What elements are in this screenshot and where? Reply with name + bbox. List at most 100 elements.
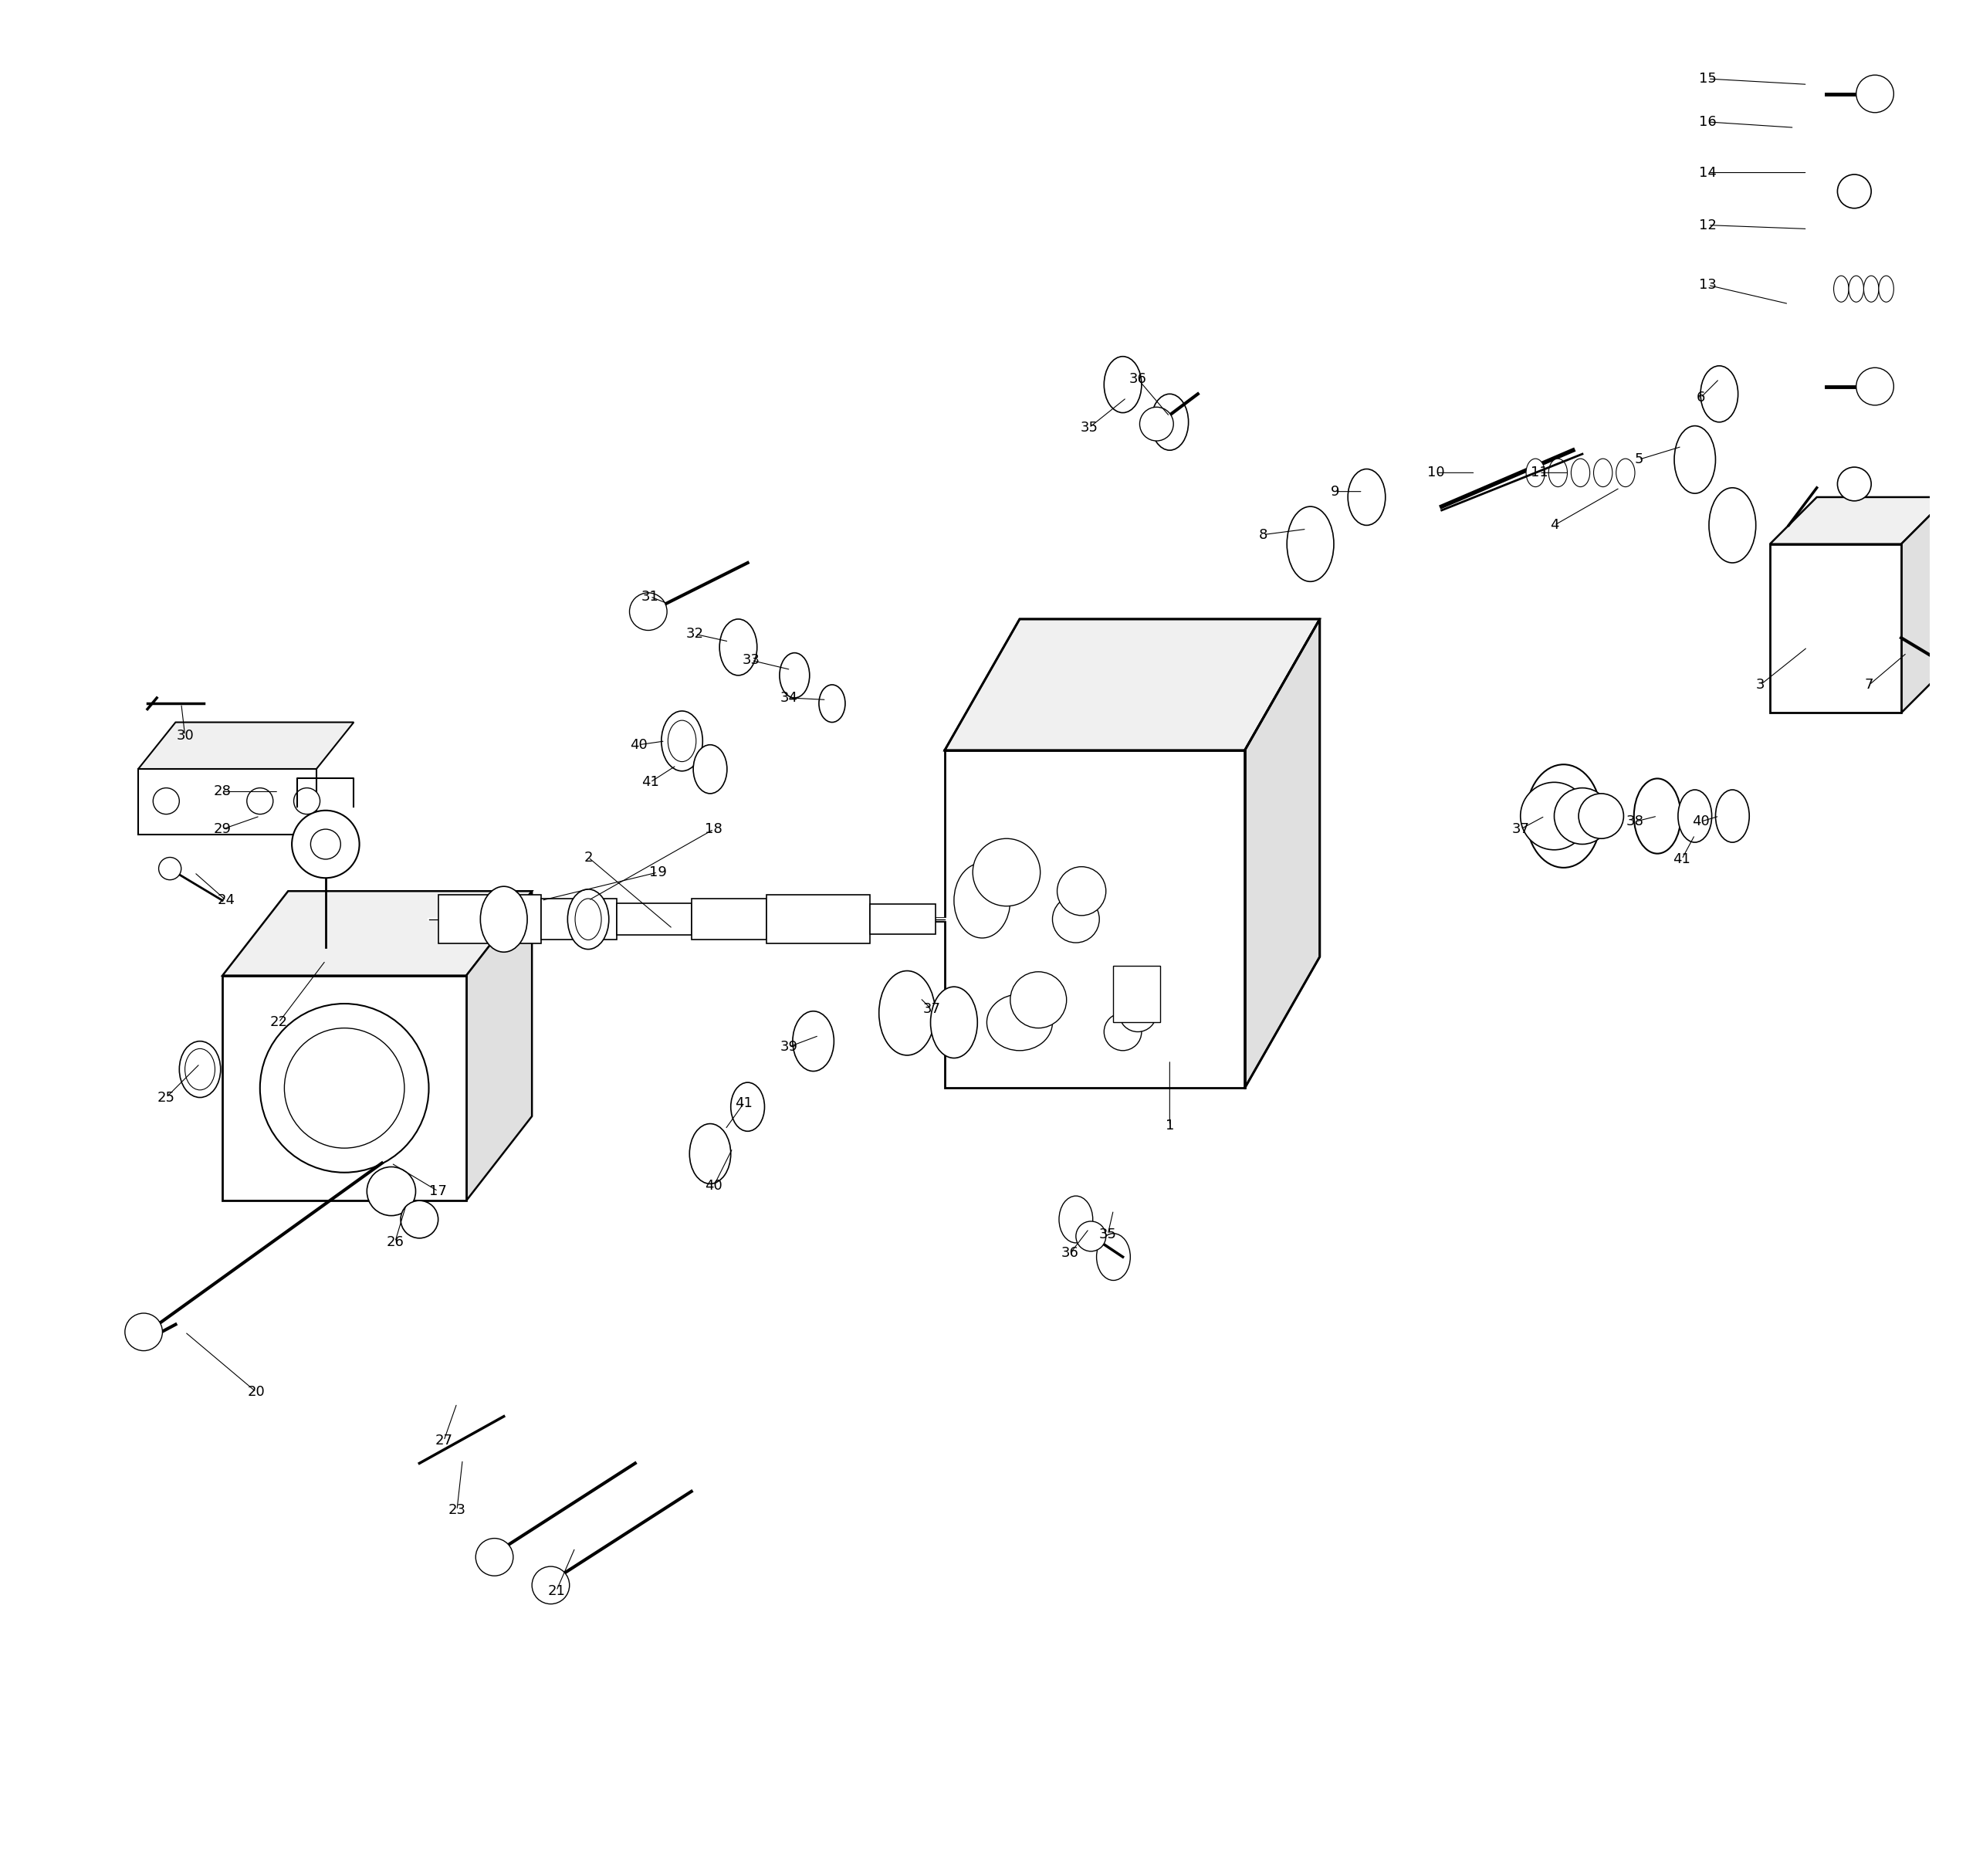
Ellipse shape <box>1105 356 1142 413</box>
Ellipse shape <box>720 619 758 675</box>
Text: 7: 7 <box>1864 677 1874 692</box>
Ellipse shape <box>1834 276 1848 302</box>
Ellipse shape <box>1527 460 1545 486</box>
Text: 19: 19 <box>648 865 666 880</box>
Circle shape <box>974 839 1041 906</box>
Text: 20: 20 <box>248 1384 266 1399</box>
Ellipse shape <box>1348 469 1386 525</box>
Text: 29: 29 <box>214 822 232 837</box>
Text: 39: 39 <box>779 1039 797 1054</box>
Ellipse shape <box>954 863 1009 938</box>
Ellipse shape <box>1053 897 1099 942</box>
Ellipse shape <box>1878 276 1894 302</box>
Text: 14: 14 <box>1699 165 1717 180</box>
Text: 12: 12 <box>1699 218 1717 233</box>
Ellipse shape <box>1549 460 1567 486</box>
Circle shape <box>293 788 319 814</box>
Ellipse shape <box>878 972 936 1054</box>
Text: 25: 25 <box>157 1090 175 1105</box>
Ellipse shape <box>567 889 609 949</box>
Text: 35: 35 <box>1081 420 1099 435</box>
FancyBboxPatch shape <box>438 895 541 944</box>
Text: 17: 17 <box>430 1184 446 1199</box>
Ellipse shape <box>1150 394 1188 450</box>
Circle shape <box>629 593 666 630</box>
Circle shape <box>1077 1221 1107 1251</box>
Text: 31: 31 <box>641 589 658 604</box>
Text: 2: 2 <box>583 850 593 865</box>
Text: 16: 16 <box>1699 114 1717 129</box>
Circle shape <box>1856 368 1894 405</box>
Text: 1: 1 <box>1166 1118 1174 1133</box>
Text: 18: 18 <box>706 822 722 837</box>
FancyBboxPatch shape <box>1771 544 1902 713</box>
Text: 40: 40 <box>706 1178 722 1193</box>
Text: 8: 8 <box>1259 527 1267 542</box>
Ellipse shape <box>779 653 809 698</box>
Ellipse shape <box>1105 1013 1142 1051</box>
Ellipse shape <box>819 685 845 722</box>
Circle shape <box>401 1201 438 1238</box>
Ellipse shape <box>1838 467 1872 501</box>
Ellipse shape <box>1594 460 1612 486</box>
Ellipse shape <box>930 987 978 1058</box>
Circle shape <box>311 829 341 859</box>
FancyBboxPatch shape <box>871 904 936 934</box>
FancyBboxPatch shape <box>617 904 692 936</box>
Polygon shape <box>466 891 531 1201</box>
Text: 37: 37 <box>1511 822 1529 837</box>
Ellipse shape <box>1059 1197 1093 1244</box>
FancyBboxPatch shape <box>944 750 1245 1088</box>
Polygon shape <box>1771 497 1947 544</box>
Text: 36: 36 <box>1061 1246 1079 1261</box>
Ellipse shape <box>694 745 728 794</box>
Ellipse shape <box>184 1049 214 1090</box>
Text: 10: 10 <box>1428 465 1446 480</box>
Text: 41: 41 <box>736 1096 754 1111</box>
Text: 21: 21 <box>547 1583 565 1598</box>
Ellipse shape <box>1097 1234 1130 1279</box>
Ellipse shape <box>1527 765 1600 869</box>
Ellipse shape <box>1709 488 1755 563</box>
Polygon shape <box>944 619 1321 750</box>
Text: 4: 4 <box>1551 518 1559 533</box>
Text: 5: 5 <box>1634 452 1644 467</box>
FancyBboxPatch shape <box>222 976 466 1201</box>
Ellipse shape <box>1864 276 1878 302</box>
Text: 33: 33 <box>742 653 759 668</box>
Text: 34: 34 <box>779 690 797 705</box>
Polygon shape <box>222 891 531 976</box>
Text: 40: 40 <box>631 737 648 752</box>
Text: 41: 41 <box>1674 852 1691 867</box>
Circle shape <box>531 1566 569 1604</box>
Ellipse shape <box>1838 174 1872 208</box>
FancyBboxPatch shape <box>1112 966 1160 1022</box>
Circle shape <box>1856 75 1894 113</box>
Ellipse shape <box>1634 779 1682 854</box>
Ellipse shape <box>1701 366 1737 422</box>
Text: 38: 38 <box>1626 814 1644 829</box>
Text: 28: 28 <box>214 784 232 799</box>
Text: 9: 9 <box>1331 484 1339 499</box>
Circle shape <box>1118 994 1156 1032</box>
Text: 41: 41 <box>641 775 658 790</box>
Ellipse shape <box>732 1082 765 1131</box>
Circle shape <box>284 1028 405 1148</box>
Ellipse shape <box>1678 790 1711 842</box>
Text: 37: 37 <box>922 1002 940 1017</box>
Ellipse shape <box>1571 460 1590 486</box>
FancyBboxPatch shape <box>541 899 617 940</box>
FancyBboxPatch shape <box>692 899 765 940</box>
Ellipse shape <box>793 1011 835 1071</box>
Ellipse shape <box>690 1124 732 1184</box>
Circle shape <box>367 1167 416 1216</box>
Ellipse shape <box>1616 460 1634 486</box>
Circle shape <box>153 788 178 814</box>
Text: 13: 13 <box>1699 278 1717 293</box>
Text: 24: 24 <box>218 893 236 908</box>
Circle shape <box>476 1538 514 1576</box>
Circle shape <box>1521 782 1588 850</box>
Ellipse shape <box>1848 276 1864 302</box>
Ellipse shape <box>1715 790 1749 842</box>
Text: 40: 40 <box>1691 814 1709 829</box>
